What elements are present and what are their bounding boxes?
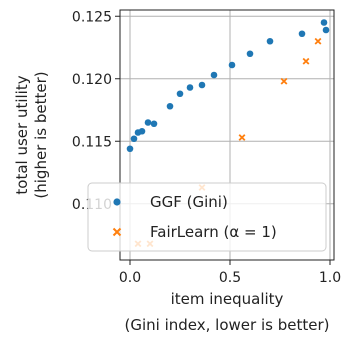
legend-label-ggf: GGF (Gini) bbox=[150, 193, 228, 211]
y-tick-label: 0.115 bbox=[72, 134, 112, 150]
y-axis-label: total user utility bbox=[13, 75, 31, 194]
ggf-point bbox=[150, 120, 158, 128]
ggf-point bbox=[176, 90, 184, 98]
ggf-point bbox=[228, 61, 236, 69]
ggf-point bbox=[320, 19, 328, 26]
ggf-point bbox=[186, 84, 194, 91]
ggf-point bbox=[144, 119, 152, 126]
fairlearn-point bbox=[280, 77, 288, 85]
x-tick-label: 0.5 bbox=[219, 270, 241, 286]
legend-label-fairlearn: FairLearn (α = 1) bbox=[150, 223, 277, 241]
ggf-point bbox=[266, 37, 274, 45]
legend-marker-ggf bbox=[113, 198, 121, 206]
ggf-point bbox=[210, 71, 218, 79]
fairlearn-point bbox=[314, 37, 322, 45]
ggf-point bbox=[126, 145, 134, 153]
x-tick-label: 1.0 bbox=[319, 270, 341, 286]
legend-marker-fairlearn bbox=[112, 227, 122, 237]
legend: GGF (Gini) FairLearn (α = 1) bbox=[87, 182, 327, 252]
ggf-point bbox=[298, 30, 306, 38]
y-axis-sublabel: (higher is better) bbox=[32, 71, 50, 198]
x-tick-label: 0.0 bbox=[119, 270, 141, 286]
x-axis-label: item inequality bbox=[171, 290, 284, 308]
ggf-point bbox=[322, 26, 330, 34]
y-tick-label: 0.120 bbox=[72, 72, 112, 88]
plot-frame bbox=[119, 9, 335, 261]
y-tick-label: 0.125 bbox=[72, 9, 112, 25]
ggf-point bbox=[138, 127, 146, 135]
ggf-point bbox=[246, 50, 254, 58]
legend-box bbox=[87, 182, 327, 252]
ggf-point bbox=[166, 102, 174, 110]
ggf-point bbox=[198, 81, 206, 89]
ggf-point bbox=[130, 135, 138, 143]
fairlearn-point bbox=[238, 134, 246, 141]
fairlearn-point bbox=[302, 57, 310, 65]
x-axis-sublabel: (Gini index, lower is better) bbox=[125, 316, 330, 334]
